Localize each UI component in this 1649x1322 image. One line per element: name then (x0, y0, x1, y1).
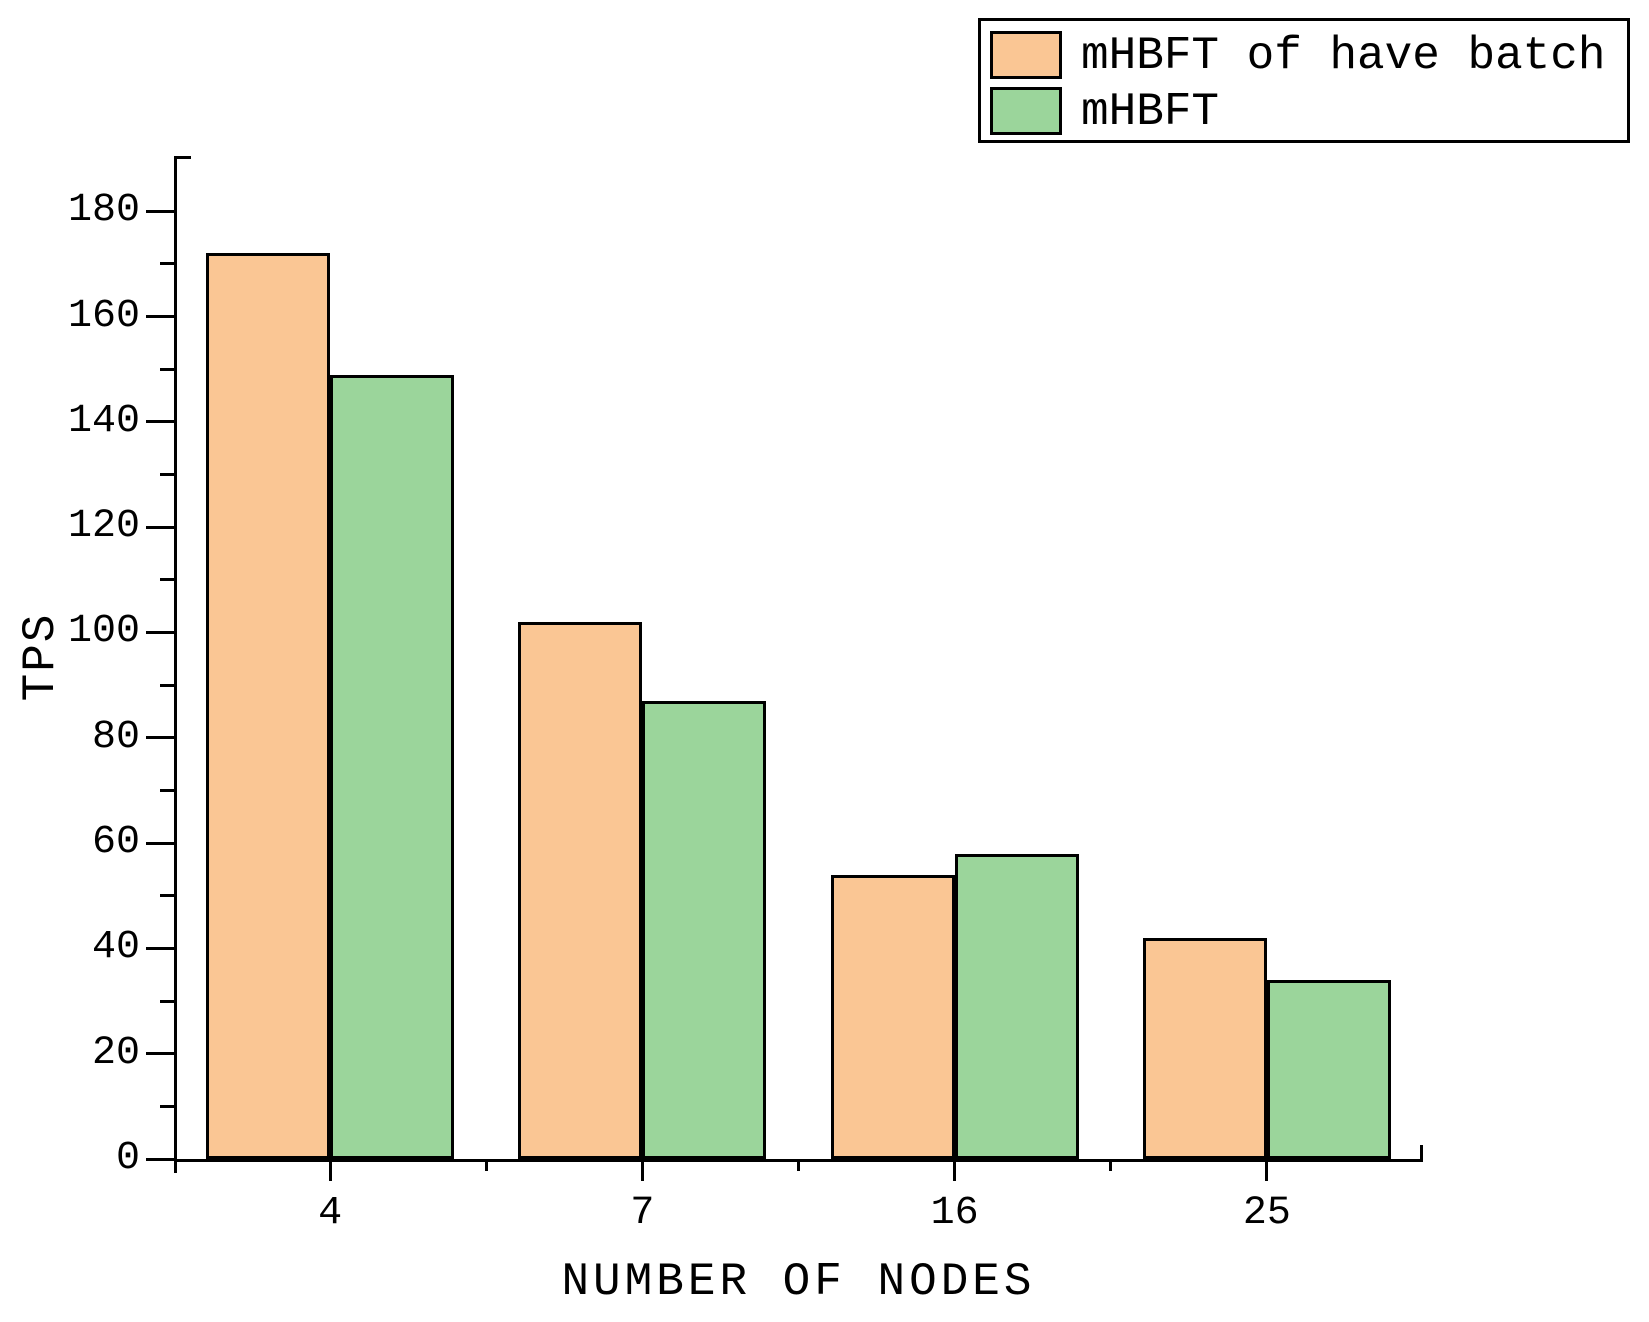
y-minor-tick (160, 1104, 174, 1108)
bar-mhbft-of-have-batch-node-25 (1142, 937, 1267, 1159)
y-major-tick (146, 630, 174, 634)
y-tick-label-180: 180 (67, 188, 140, 234)
y-minor-tick (160, 367, 174, 371)
x-minor-tick (1109, 1159, 1113, 1171)
y-major-tick (146, 946, 174, 950)
legend-label-mhbft-of-have-batch: mHBFT of have batch (1081, 30, 1606, 82)
x-tick-label-4: 4 (318, 1191, 343, 1236)
x-major-tick (1265, 1159, 1269, 1181)
y-tick-label-100: 100 (67, 609, 140, 655)
y-axis-title: TPS (15, 612, 67, 702)
y-major-tick (146, 1052, 174, 1056)
y-tick-label-60: 60 (91, 820, 140, 866)
x-major-tick (640, 1159, 644, 1181)
x-minor-tick (797, 1159, 800, 1171)
x-major-tick (953, 1159, 957, 1181)
y-minor-tick (160, 473, 174, 477)
legend-swatch-mhbft (990, 87, 1062, 135)
x-tick-label-16: 16 (930, 1191, 979, 1236)
y-minor-tick (160, 578, 174, 582)
y-major-tick (146, 315, 174, 319)
legend: mHBFT of have batch mHBFT (978, 18, 1630, 143)
x-axis-end-cap (1420, 1145, 1423, 1159)
bar-mhbft-node-25 (1266, 979, 1391, 1159)
y-minor-tick (160, 999, 174, 1003)
y-tick-label-140: 140 (67, 398, 140, 444)
y-tick-label-20: 20 (91, 1030, 140, 1076)
y-tick-label-160: 160 (67, 293, 140, 339)
y-tick-label-120: 120 (67, 504, 140, 550)
y-major-tick (146, 420, 174, 424)
y-minor-tick (160, 683, 174, 687)
bar-mhbft-of-have-batch-node-16 (830, 874, 955, 1159)
y-major-tick (146, 736, 174, 740)
y-tick-label-80: 80 (91, 714, 140, 760)
y-major-tick (146, 841, 174, 845)
bar-mhbft-of-have-batch-node-4 (206, 253, 331, 1159)
x-major-tick (328, 1159, 332, 1181)
x-minor-tick (484, 1159, 488, 1171)
y-tick-label-0: 0 (115, 1136, 140, 1181)
x-tick-label-7: 7 (630, 1191, 655, 1236)
y-tick-label-40: 40 (91, 925, 140, 971)
legend-label-mhbft: mHBFT (1081, 86, 1220, 138)
y-minor-tick (160, 788, 174, 792)
y-major-tick (146, 1157, 174, 1161)
y-axis-end-cap (174, 156, 191, 159)
y-major-tick (146, 525, 174, 529)
x-axis-title: NUMBER OF NODES (561, 1256, 1036, 1308)
axis-corner-stub (174, 1159, 177, 1173)
bar-mhbft-of-have-batch-node-7 (518, 621, 643, 1159)
x-tick-label-25: 25 (1242, 1191, 1291, 1236)
legend-swatch-mhbft-of-have-batch (990, 31, 1062, 79)
y-major-tick (146, 209, 174, 213)
y-minor-tick (160, 262, 174, 266)
y-minor-tick (160, 894, 174, 898)
bar-mhbft-node-7 (642, 700, 767, 1159)
bar-mhbft-node-16 (954, 853, 1079, 1159)
bar-mhbft-node-4 (330, 374, 455, 1159)
